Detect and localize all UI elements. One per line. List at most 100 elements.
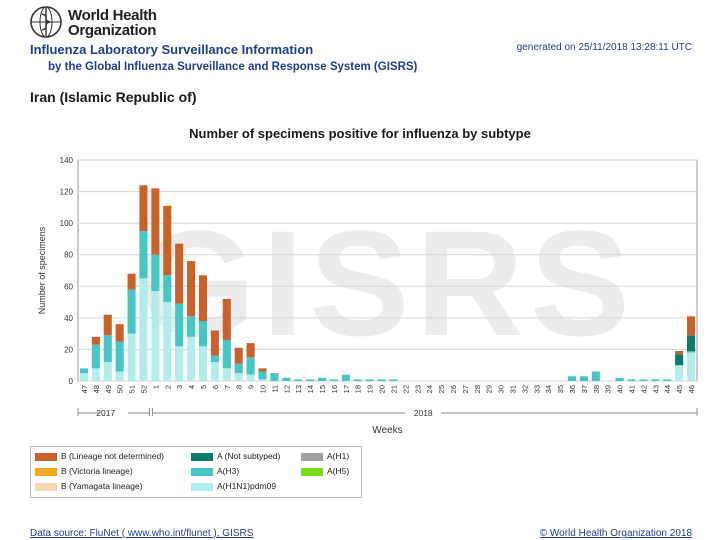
x-tick-label: 19 [366, 385, 375, 393]
legend-swatch [301, 467, 323, 476]
bar-segment [103, 362, 112, 381]
year-label-2017: 2017 [96, 408, 115, 418]
x-tick-label: 25 [437, 385, 446, 393]
bar-segment [663, 379, 672, 381]
bar-segment [222, 368, 231, 381]
bar-segment [151, 291, 160, 381]
x-tick-label: 11 [270, 385, 279, 393]
bar-segment [353, 379, 362, 381]
legend-label: B (Yamagata lineage) [61, 481, 143, 491]
legend-item: B (Victoria lineage) [35, 466, 133, 476]
legend-item: A(H5) [301, 466, 349, 476]
bar-segment [210, 362, 219, 381]
country-name: Iran (Islamic Republic of) [30, 89, 197, 105]
x-tick-label: 22 [401, 385, 410, 393]
bar-segment [329, 379, 338, 381]
bar-segment [222, 298, 231, 340]
x-tick-label: 13 [294, 385, 303, 393]
legend-label: A (Not subtyped) [217, 451, 281, 461]
x-tick-label: 4 [187, 385, 196, 389]
x-tick-label: 9 [247, 385, 256, 389]
legend-swatch [35, 452, 57, 461]
x-tick-label: 29 [485, 385, 494, 393]
bar-segment [258, 368, 267, 372]
x-tick-label: 38 [592, 385, 601, 393]
bar-segment [187, 336, 196, 381]
bar-segment [579, 376, 588, 381]
x-tick-label: 6 [211, 385, 220, 389]
legend-label: A(H1) [327, 451, 350, 461]
y-tick-label: 80 [64, 251, 73, 260]
x-tick-label: 31 [508, 385, 517, 393]
bar-segment [163, 302, 172, 381]
x-tick-label: 42 [639, 385, 648, 393]
chart-title: Number of specimens positive for influen… [189, 126, 531, 141]
bar-segment [127, 289, 136, 334]
bar-segment [91, 368, 100, 381]
bar-segment [79, 373, 88, 381]
y-tick-label: 100 [60, 219, 74, 228]
page-subtitle: by the Global Influenza Surveillance and… [48, 61, 418, 73]
y-tick-label: 120 [60, 188, 74, 197]
bar-segment [567, 376, 577, 381]
legend-item: A(H1N1)pdm09 [191, 481, 276, 491]
chart-legend: B (Lineage not determined) B (Victoria li… [30, 446, 362, 498]
x-tick-label: 17 [342, 385, 351, 393]
legend-swatch [191, 482, 213, 491]
y-tick-label: 140 [60, 156, 74, 165]
x-tick-label: 48 [92, 385, 101, 393]
x-tick-label: 2 [163, 385, 172, 389]
bar-segment [115, 371, 124, 381]
legend-swatch [35, 467, 57, 476]
x-tick-label: 33 [532, 385, 541, 393]
x-tick-label: 30 [497, 385, 506, 393]
x-tick-label: 43 [651, 385, 660, 393]
bar-segment [675, 354, 684, 366]
copyright-link[interactable]: © World Health Organization 2018 [539, 528, 692, 539]
bar-segment [377, 379, 386, 381]
x-axis-label: Weeks [372, 425, 402, 436]
bar-segment [79, 368, 88, 374]
bar-segment [175, 346, 184, 381]
x-tick-label: 32 [520, 385, 529, 393]
bar-segment [294, 379, 303, 381]
x-tick-label: 3 [175, 385, 184, 389]
x-tick-label: 15 [318, 385, 327, 393]
y-tick-label: 60 [64, 282, 73, 291]
bar-segment [127, 273, 136, 290]
bar-segment [163, 275, 172, 303]
bar-segment [139, 231, 148, 279]
legend-swatch [191, 452, 213, 461]
x-tick-label: 47 [80, 385, 89, 393]
x-tick-label: 24 [425, 385, 434, 393]
bar-segment [210, 330, 219, 356]
x-tick-label: 37 [580, 385, 589, 393]
bar-segment [639, 379, 648, 381]
bar-segment [163, 205, 172, 276]
legend-label: A(H3) [217, 466, 240, 476]
bar-segment [210, 355, 219, 363]
x-tick-label: 44 [663, 385, 672, 393]
legend-item: A(H1) [301, 451, 349, 461]
x-tick-label: 7 [223, 385, 232, 389]
bar-segment [317, 377, 327, 381]
bar-segment [687, 352, 696, 381]
bar-segment [234, 363, 243, 374]
bar-segment [246, 357, 255, 375]
data-source-link[interactable]: Data source: FluNet ( www.who.int/flunet… [30, 528, 254, 539]
x-tick-label: 34 [544, 385, 553, 393]
bar-segment [175, 303, 184, 347]
bar-segment [234, 347, 243, 364]
bar-segment [187, 316, 196, 337]
y-tick-label: 0 [69, 377, 74, 386]
x-tick-label: 52 [139, 385, 148, 393]
legend-label: B (Victoria lineage) [61, 466, 133, 476]
bar-segment [234, 373, 243, 381]
bar-segment [127, 333, 136, 381]
bar-segment [115, 324, 124, 342]
bar-segment [687, 316, 696, 336]
bar-segment [246, 374, 255, 381]
bar-segment [341, 374, 350, 381]
legend-label: A(H5) [327, 466, 350, 476]
legend-label: B (Lineage not determined) [61, 451, 165, 461]
